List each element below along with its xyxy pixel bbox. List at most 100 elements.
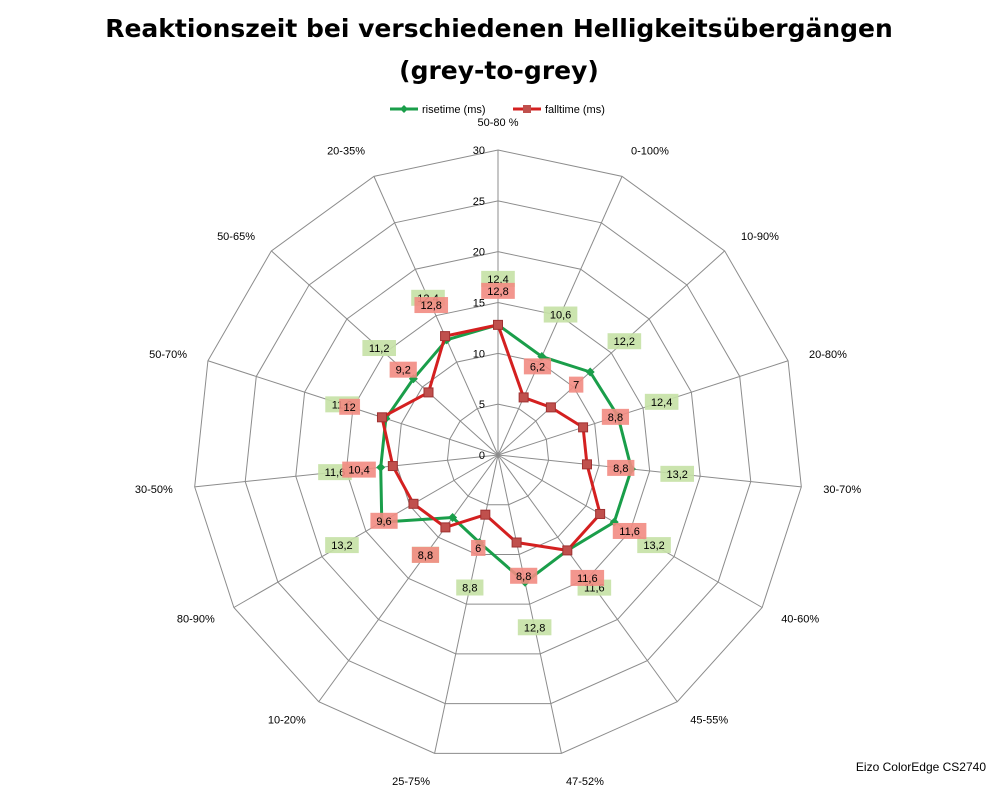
legend-label: falltime (ms) [545,104,605,116]
data-label: 12 [344,402,356,414]
category-label: 30-70% [823,484,861,496]
data-label-bg [644,393,679,410]
grid-spoke [497,454,802,488]
data-label-bg [339,398,361,415]
data-label-bg [414,297,449,314]
legend-label: risetime (ms) [422,104,486,116]
grid-ring [295,251,701,655]
data-label: 8,8 [613,463,628,475]
category-label: 50-80 % [478,117,519,129]
category-label: 20-80% [809,349,847,361]
data-label-bg [362,340,396,357]
data-label-bg [411,546,440,563]
data-point [376,412,387,423]
data-label: 7 [573,380,579,392]
data-point [511,537,522,548]
data-label-bg [660,465,695,482]
data-label: 8,8 [462,583,477,595]
data-point [493,319,503,330]
grid-spoke [373,176,499,456]
data-label: 6,2 [530,361,545,373]
legend-marker [523,105,531,113]
data-label-bg [543,306,578,323]
data-label-bg [370,512,398,529]
data-label-bg [389,361,417,378]
grid-ring [446,403,550,506]
category-label: 50-70% [149,349,187,361]
category-label: 47-52% [566,776,604,786]
category-label: 30-50% [135,484,173,496]
series-line [380,323,602,552]
grid-spoke [497,360,789,456]
data-label: 11,2 [369,343,390,355]
category-label: 80-90% [177,614,215,626]
category-label: 10-90% [741,231,779,243]
data-point [581,459,592,470]
footer-caption: Eizo ColorEdge CS2740 [855,760,986,774]
data-label: 12,8 [421,300,442,312]
category-label: 45-55% [690,715,728,727]
chart-title-main: Reaktionszeit bei verschiedenen Helligke… [105,14,893,43]
data-point [376,462,386,472]
data-label-bg [510,567,538,584]
data-point [448,513,458,523]
data-labels: 12,410,612,212,413,213,211,612,88,87,613… [318,270,695,636]
data-label: 8,8 [418,550,433,562]
chart-subtitle: (grey-to-grey) [399,56,599,85]
tick-label: 20 [473,247,485,259]
tick-label: 30 [473,145,485,157]
legend: risetime (ms) falltime (ms) [390,104,605,116]
data-point [595,508,606,519]
data-point [440,331,451,342]
category-label: 0-100% [631,145,669,157]
tick-label: 5 [479,399,485,411]
data-label: 8,8 [608,412,623,424]
data-label-bg [637,537,671,554]
data-label: 13,2 [331,540,352,552]
category-label: 25-75% [392,776,430,786]
data-label: 12,2 [614,336,635,348]
data-point [562,545,573,556]
category-label: 50-65% [217,231,255,243]
tick-label: 15 [473,298,485,310]
category-label: 40-60% [781,614,819,626]
grid-spoke [497,454,562,754]
data-point [480,509,491,520]
data-point [518,392,529,403]
data-label: 12,8 [487,286,508,298]
data-label-bg [568,376,584,393]
data-label: 12,8 [524,622,545,634]
data-label: 11,6 [577,573,598,585]
grid-spoke [434,454,499,754]
legend-marker [400,105,408,113]
data-point [408,498,419,509]
data-point [440,522,451,533]
data-label-bg [342,461,376,478]
data-label-bg [481,282,515,299]
chart-title: Reaktionszeit bei verschiedenen Helligke… [0,8,998,92]
data-label-bg [607,459,635,476]
data-label: 9,6 [376,516,391,528]
grid-spoke [318,454,499,703]
data-label-bg [471,539,486,556]
data-label: 8,8 [516,571,531,583]
grid-spoke [233,454,499,608]
category-label: 10-20% [268,715,306,727]
data-label: 10,6 [550,310,571,322]
data-label: 11,6 [619,526,640,538]
data-label-bg [456,579,484,596]
data-label-bg [607,333,642,350]
tick-label: 10 [473,348,485,360]
series-falltime [376,319,606,556]
data-point [545,402,556,413]
tick-label: 0 [479,450,485,462]
data-label: 13,2 [667,469,688,481]
data-point [585,367,595,377]
grid-ring [345,301,651,605]
data-label: 6 [475,543,481,555]
data-point [423,387,434,398]
data-label: 13,2 [643,540,664,552]
data-label-bg [325,537,359,554]
grid-ring [396,352,600,555]
data-label-bg [612,522,647,539]
